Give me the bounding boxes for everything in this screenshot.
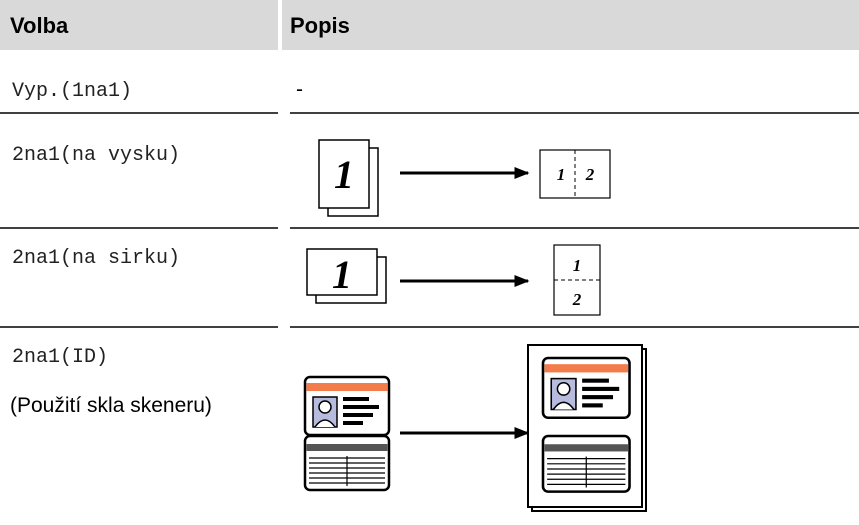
header-cell bbox=[0, 0, 278, 50]
option-label: 2na1(na sirku) bbox=[12, 247, 180, 270]
page-number: 1 bbox=[332, 252, 352, 297]
option-note: (Použití skla skeneru) bbox=[10, 394, 212, 417]
column-header: Volba bbox=[10, 13, 69, 38]
description: - bbox=[296, 78, 303, 101]
illustration-landscape: 1 1 2 bbox=[306, 244, 601, 316]
page-number: 2 bbox=[585, 165, 595, 184]
illustration-portrait: 1 1 2 bbox=[318, 139, 611, 217]
header-cell bbox=[282, 0, 859, 50]
column-header: Popis bbox=[290, 13, 350, 38]
page-number: 2 bbox=[572, 290, 582, 309]
page-number: 1 bbox=[557, 165, 566, 184]
option-label: 2na1(na vysku) bbox=[12, 144, 180, 167]
row-separators bbox=[0, 112, 859, 328]
illustration-id-copy bbox=[303, 344, 647, 512]
page-number: 1 bbox=[334, 152, 354, 197]
option-label: Vyp.(1na1) bbox=[12, 80, 132, 103]
option-label: 2na1(ID) bbox=[12, 346, 108, 369]
page-number: 1 bbox=[573, 256, 582, 275]
